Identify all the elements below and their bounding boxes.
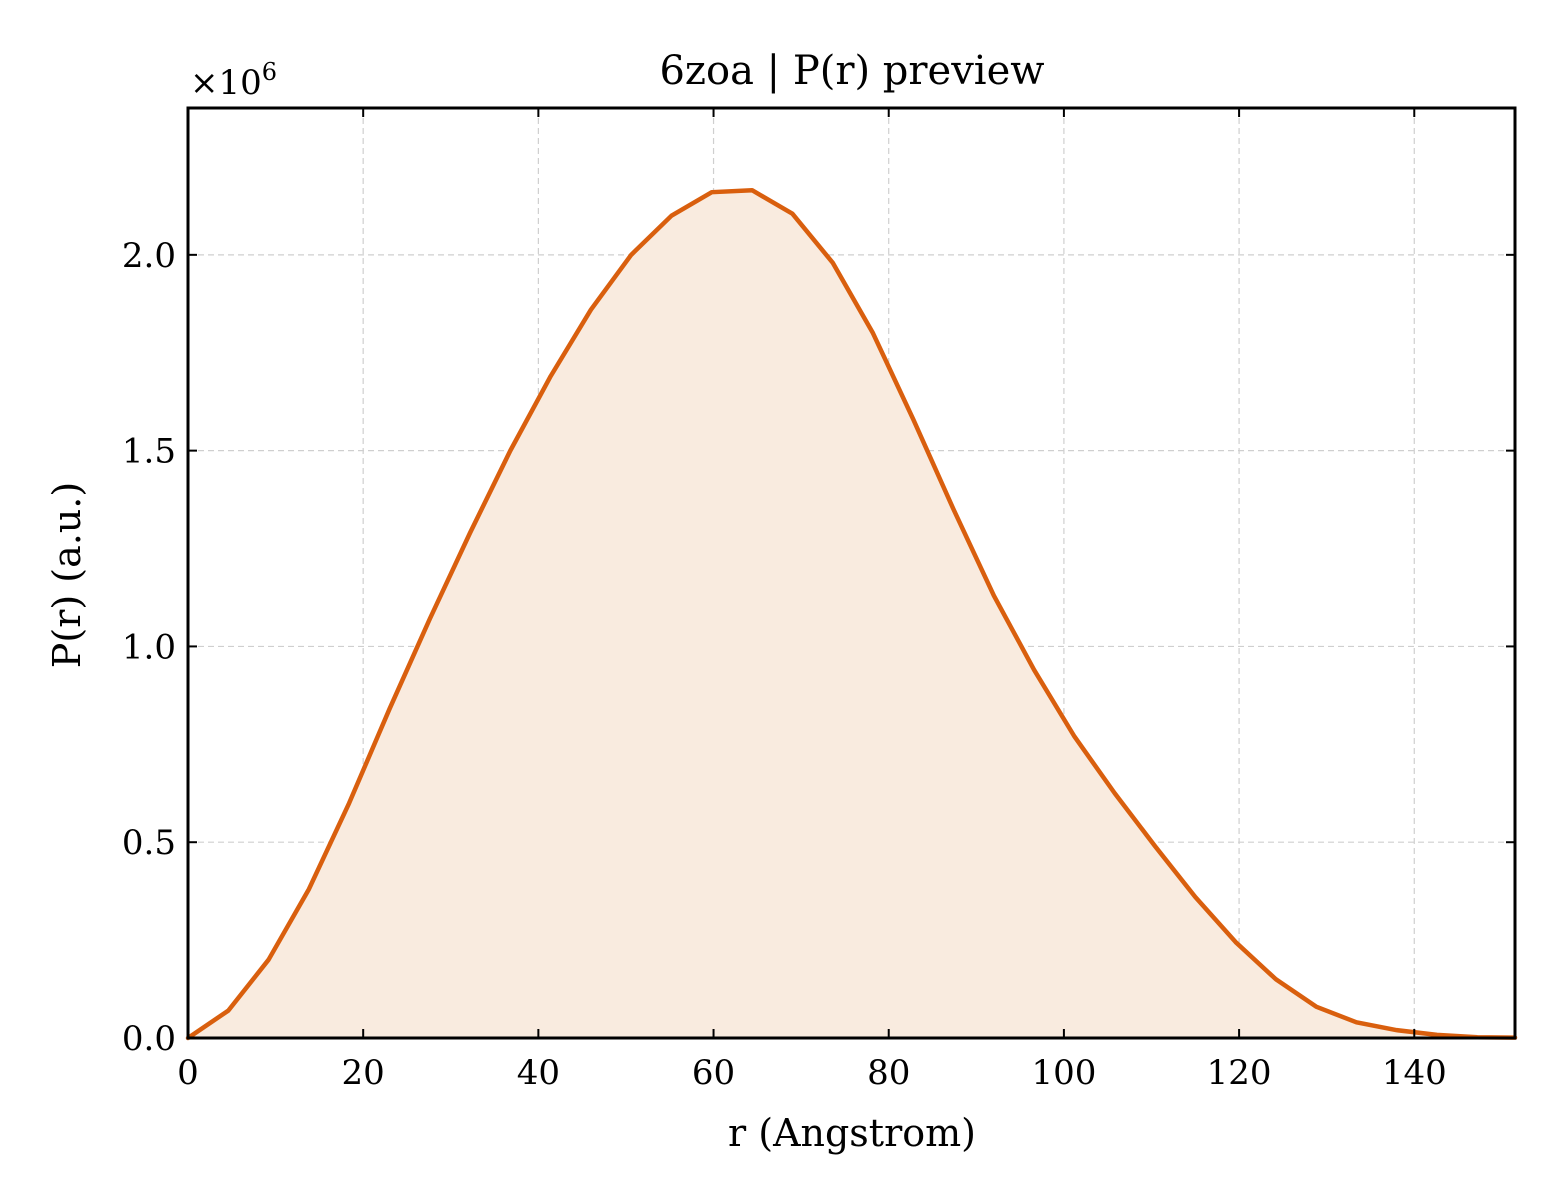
pr-curve bbox=[185, 187, 1518, 1041]
y-axis-label: P(r) (a.u.) bbox=[45, 482, 89, 668]
x-tick-label: 100 bbox=[1031, 1053, 1096, 1093]
x-tick-label: 80 bbox=[867, 1053, 910, 1093]
pr-area-fill bbox=[188, 190, 1515, 1039]
x-tick-label: 40 bbox=[517, 1053, 560, 1093]
y-multiplier-exponent: 6 bbox=[262, 58, 277, 86]
ticks: 0 20 40 60 80 100 120 140 0.0 0.5 1.0 1.5 2.0 bbox=[122, 108, 1515, 1093]
y-multiplier: ×106 bbox=[190, 58, 277, 103]
x-tick-label: 60 bbox=[692, 1053, 735, 1093]
y-multiplier-base: ×10 bbox=[190, 63, 262, 103]
y-tick-label: 1.5 bbox=[122, 432, 176, 472]
plot-frame bbox=[186, 106, 1517, 1040]
chart-title: 6zoa | P(r) preview bbox=[659, 48, 1044, 94]
x-tick-label: 0 bbox=[177, 1053, 199, 1093]
y-tick-label: 2.0 bbox=[122, 236, 176, 276]
x-tick-label: 140 bbox=[1382, 1053, 1447, 1093]
x-axis-label: r (Angstrom) bbox=[728, 1111, 976, 1155]
y-tick-label: 0.0 bbox=[122, 1019, 176, 1059]
x-tick-label: 20 bbox=[342, 1053, 385, 1093]
y-tick-label: 0.5 bbox=[122, 823, 176, 863]
x-tick-label: 120 bbox=[1207, 1053, 1272, 1093]
y-tick-label: 1.0 bbox=[122, 627, 176, 667]
